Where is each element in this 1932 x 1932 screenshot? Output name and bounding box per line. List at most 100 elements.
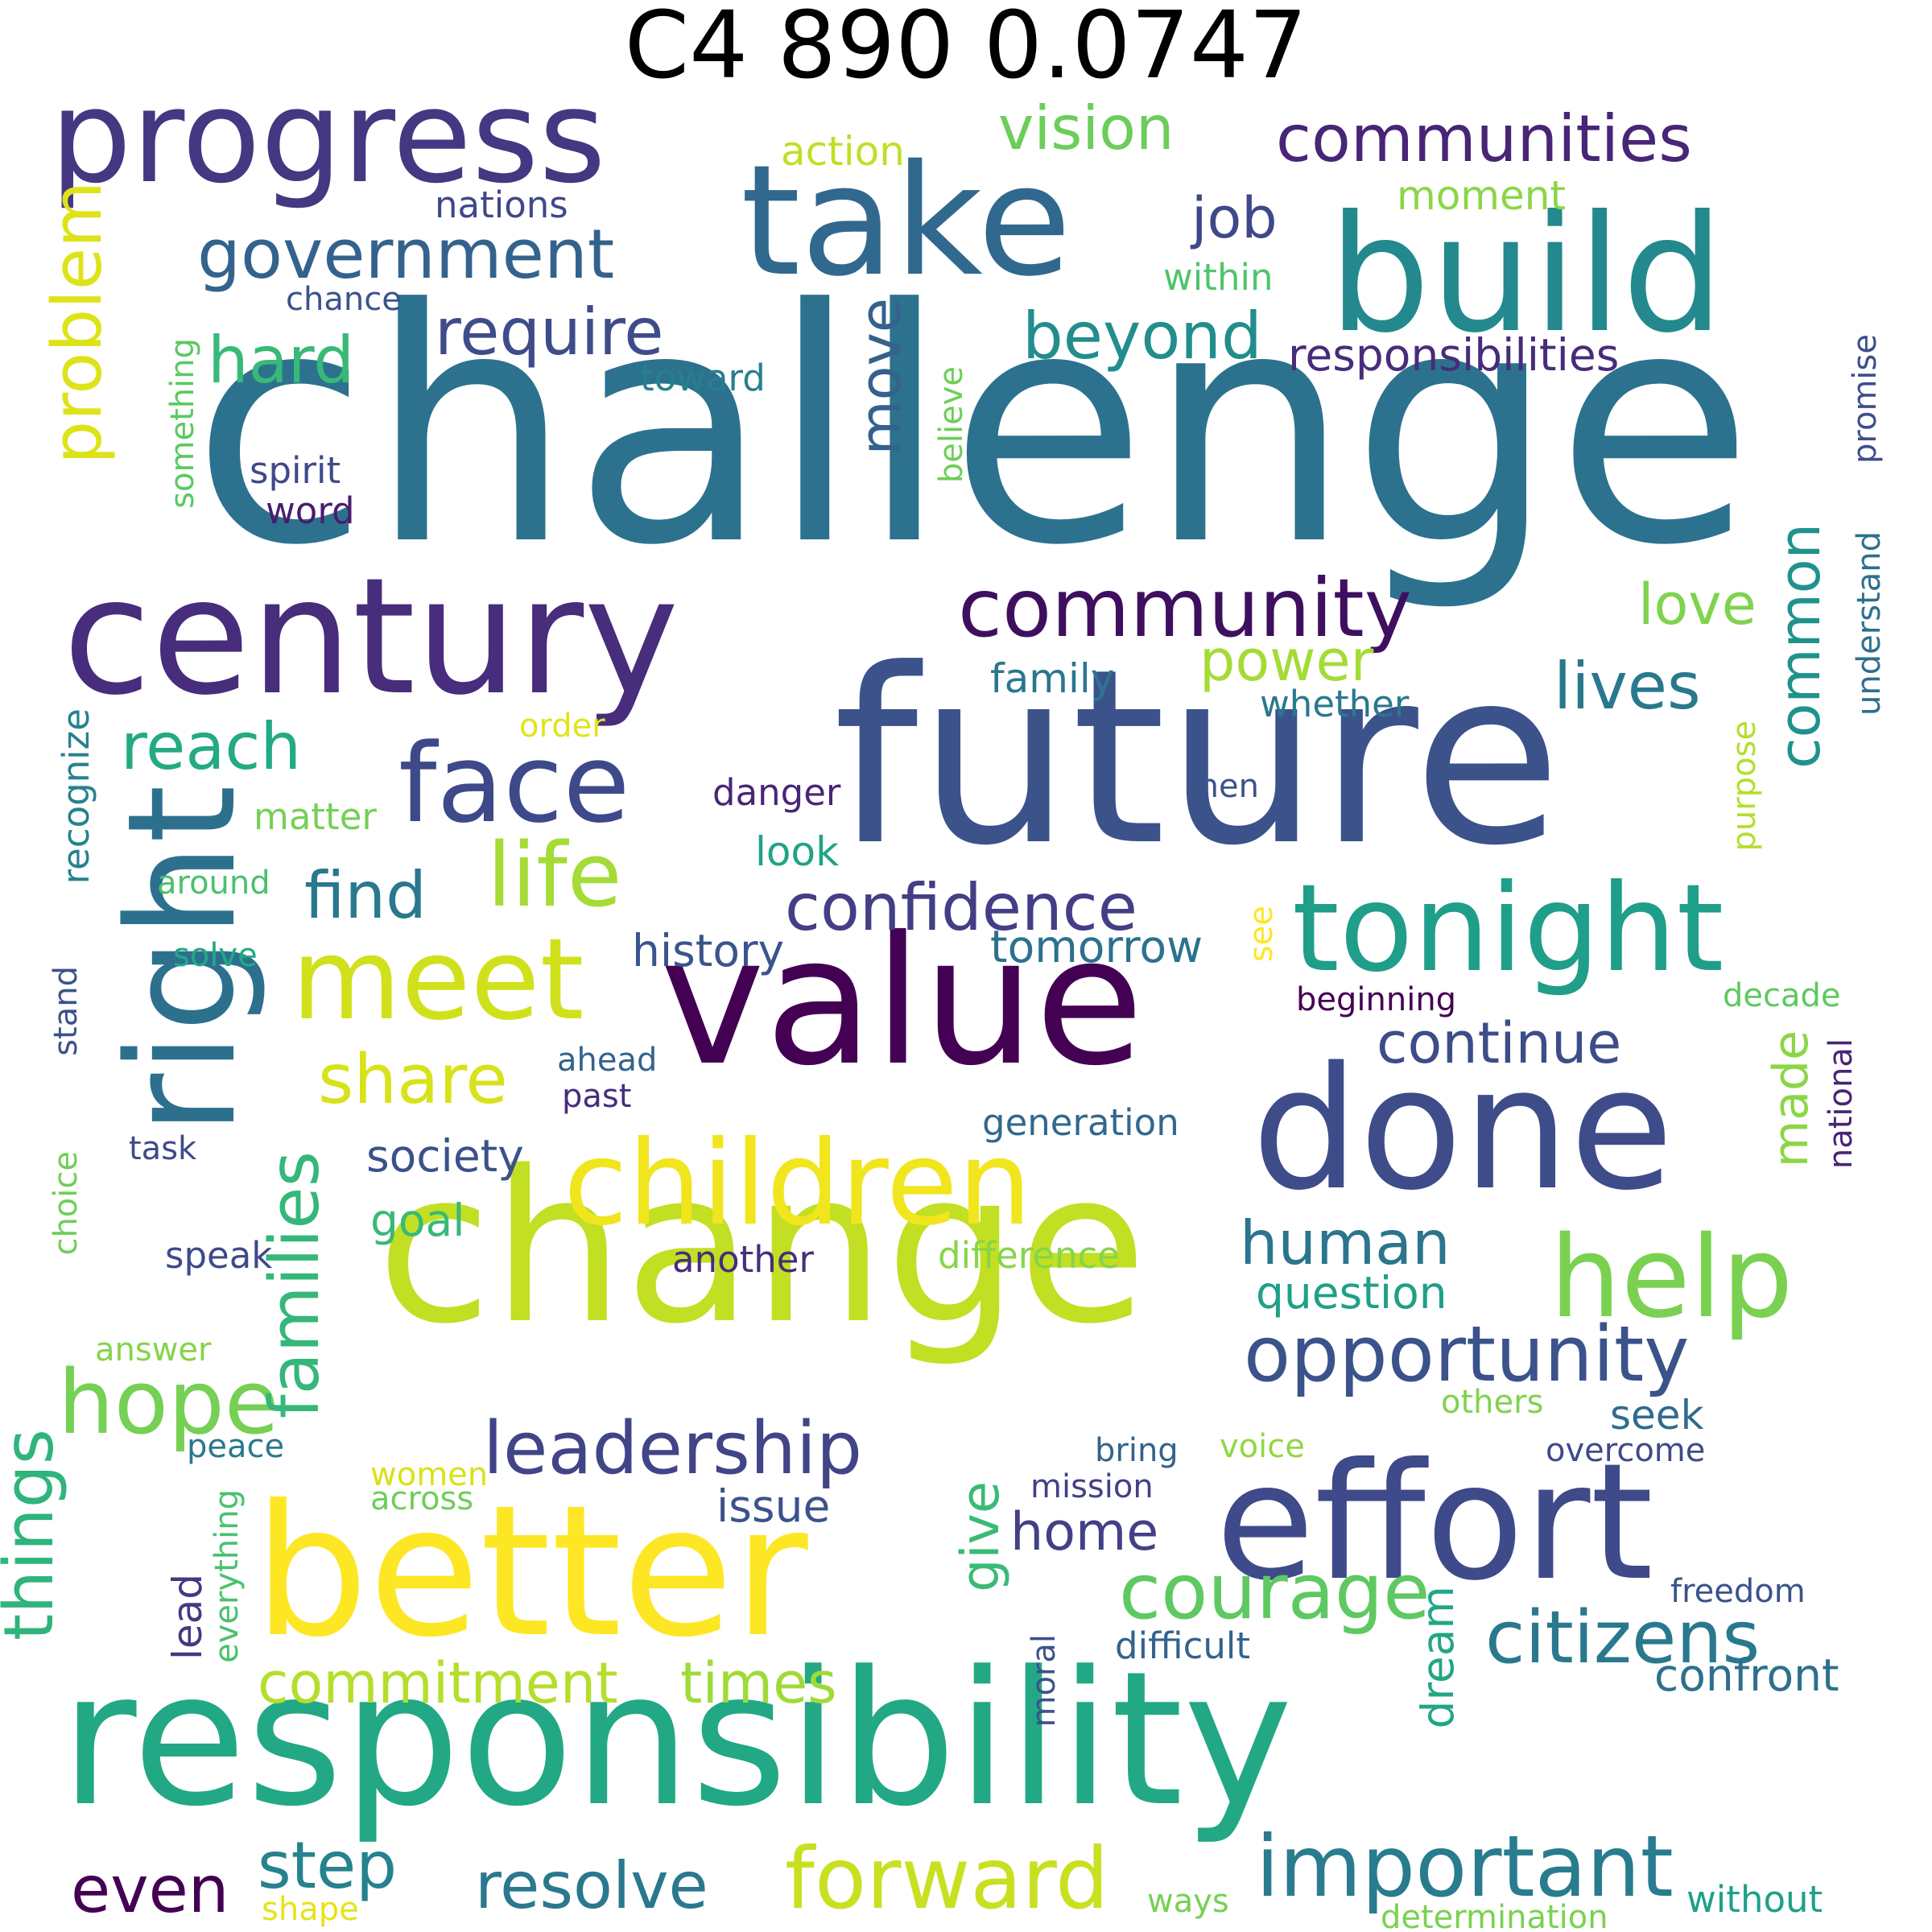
- word-peace: peace: [187, 1428, 284, 1465]
- word-confidence: confidence: [785, 870, 1137, 945]
- word-hard: hard: [208, 323, 354, 398]
- word-even: even: [71, 1852, 229, 1927]
- word-spirit: spirit: [250, 449, 341, 492]
- word-step: step: [258, 1828, 397, 1903]
- word-word: word: [266, 489, 355, 532]
- word-face: face: [398, 720, 630, 847]
- word-help: help: [1550, 1212, 1794, 1344]
- word-matter: matter: [254, 795, 377, 838]
- word-danger: danger: [712, 771, 841, 814]
- word-recognize: recognize: [55, 708, 97, 884]
- word-stand: stand: [47, 966, 85, 1056]
- word-overcome: overcome: [1546, 1432, 1705, 1469]
- figure-title: C4 890 0.0747: [624, 0, 1308, 100]
- word-voice: voice: [1220, 1428, 1305, 1465]
- word-effort: effort: [1216, 1429, 1653, 1616]
- word-believe: believe: [933, 366, 970, 483]
- word-common: common: [1767, 523, 1833, 769]
- word-power: power: [1199, 628, 1374, 694]
- word-change: change: [377, 1127, 1147, 1370]
- word-confront: confront: [1654, 1649, 1839, 1701]
- word-around: around: [157, 865, 270, 902]
- word-commitment: commitment: [258, 1650, 618, 1716]
- word-children: children: [564, 1116, 1032, 1252]
- word-task: task: [129, 1130, 197, 1167]
- word-difference: difference: [938, 1234, 1120, 1277]
- word-require: require: [435, 295, 663, 369]
- word-speak: speak: [165, 1234, 272, 1277]
- word-history: history: [632, 925, 784, 976]
- word-solve: solve: [173, 937, 258, 974]
- word-purpose: purpose: [1726, 720, 1763, 852]
- word-order: order: [519, 708, 605, 745]
- word-national: national: [1823, 1038, 1860, 1169]
- word-progress: progress: [50, 61, 606, 212]
- word-past: past: [562, 1078, 631, 1115]
- word-answer: answer: [95, 1331, 212, 1368]
- word-men: men: [1187, 768, 1259, 805]
- word-resolve: resolve: [475, 1848, 708, 1923]
- word-without: without: [1686, 1878, 1823, 1921]
- word-meet: meet: [291, 914, 584, 1046]
- word-mission: mission: [1030, 1468, 1154, 1505]
- word-courage: courage: [1119, 1548, 1430, 1637]
- word-understand: understand: [1851, 531, 1888, 716]
- word-bring: bring: [1095, 1432, 1179, 1469]
- word-seek: seek: [1610, 1392, 1704, 1439]
- word-freedom: freedom: [1670, 1573, 1806, 1610]
- word-love: love: [1638, 572, 1757, 638]
- word-problem: problem: [38, 181, 118, 464]
- word-ways: ways: [1147, 1883, 1229, 1920]
- word-continue: continue: [1377, 1010, 1621, 1076]
- word-determination: determination: [1381, 1899, 1608, 1932]
- word-family: family: [990, 655, 1114, 702]
- word-within: within: [1163, 256, 1274, 299]
- word-others: others: [1441, 1384, 1543, 1421]
- word-hope: hope: [58, 1351, 279, 1454]
- word-important: important: [1256, 1818, 1674, 1916]
- word-find: find: [304, 858, 427, 933]
- word-community: community: [958, 561, 1412, 655]
- word-challenge: challenge: [192, 242, 1753, 616]
- word-responsibility: responsibility: [60, 1633, 1293, 1847]
- word-times: times: [680, 1650, 837, 1716]
- word-issue: issue: [716, 1480, 830, 1532]
- word-something: something: [164, 338, 201, 509]
- word-across: across: [370, 1480, 473, 1517]
- word-action: action: [781, 128, 905, 175]
- word-government: government: [197, 215, 614, 295]
- word-responsibilities: responsibilities: [1288, 329, 1619, 381]
- word-human: human: [1240, 1208, 1451, 1278]
- word-opportunity: opportunity: [1244, 1311, 1689, 1399]
- word-look: look: [755, 828, 839, 875]
- word-done: done: [1252, 1030, 1674, 1228]
- word-dream: dream: [1412, 1586, 1463, 1728]
- word-beginning: beginning: [1296, 981, 1456, 1018]
- word-whether: whether: [1260, 683, 1410, 725]
- word-chance: chance: [286, 281, 402, 318]
- word-question: question: [1256, 1267, 1447, 1319]
- word-decade: decade: [1723, 977, 1841, 1014]
- word-communities: communities: [1276, 101, 1692, 176]
- word-home: home: [1010, 1502, 1158, 1563]
- word-see: see: [1243, 906, 1280, 962]
- word-forward: forward: [785, 1830, 1109, 1928]
- word-moment: moment: [1397, 172, 1566, 219]
- word-lives: lives: [1554, 649, 1701, 724]
- word-families: families: [255, 1151, 335, 1418]
- word-right: right: [95, 785, 269, 1135]
- word-value: value: [660, 898, 1144, 1104]
- word-tomorrow: tomorrow: [990, 921, 1203, 972]
- word-everything: everything: [208, 1489, 246, 1663]
- word-give: give: [951, 1481, 1011, 1592]
- word-better: better: [254, 1467, 808, 1678]
- word-life: life: [487, 824, 622, 927]
- word-moral: moral: [1026, 1634, 1063, 1728]
- word-ahead: ahead: [557, 1042, 657, 1079]
- word-share: share: [318, 1040, 508, 1120]
- word-difficult: difficult: [1115, 1624, 1250, 1667]
- word-choice: choice: [47, 1151, 85, 1256]
- word-nations: nations: [435, 184, 568, 226]
